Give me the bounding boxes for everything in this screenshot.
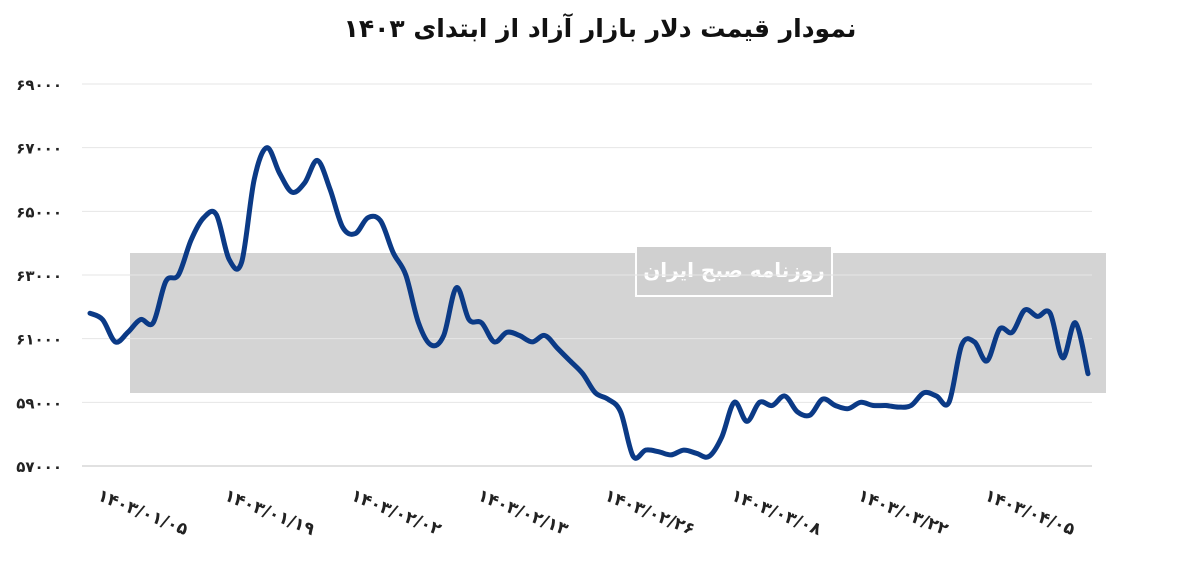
chart-title: نمودار قیمت دلار بازار آزاد از ابتدای ۱۴… (343, 14, 857, 43)
x-tick-label: ۱۴۰۳/۰۳/۲۲ (855, 486, 952, 541)
x-tick-label: ۱۴۰۳/۰۲/۲۶ (601, 486, 697, 540)
x-tick-label: ۱۴۰۳/۰۲/۰۲ (348, 486, 445, 541)
x-tick-label: ۱۴۰۳/۰۲/۱۳ (475, 486, 572, 541)
y-tick-label: ۶۳۰۰۰ (16, 267, 62, 285)
watermark-label: روزنامه صبح ایران (635, 245, 833, 297)
y-tick-label: ۵۹۰۰۰ (16, 394, 62, 412)
x-tick-label: ۱۴۰۳/۰۱/۰۵ (95, 486, 191, 540)
y-axis: ۵۷۰۰۰ ۵۹۰۰۰ ۶۱۰۰۰ ۶۳۰۰۰ ۶۵۰۰۰ ۶۷۰۰۰ ۶۹۰۰۰ (16, 76, 62, 476)
x-axis: ۱۴۰۳/۰۱/۰۵ ۱۴۰۳/۰۱/۱۹ ۱۴۰۳/۰۲/۰۲ ۱۴۰۳/۰۲/۱۳… (95, 486, 1078, 541)
dollar-price-line (87, 145, 1091, 461)
grid-lines (82, 83, 1092, 467)
watermark-text: روزنامه صبح ایران (643, 258, 825, 282)
y-tick-label: ۵۷۰۰۰ (16, 458, 62, 476)
y-tick-label: ۶۵۰۰۰ (16, 203, 62, 221)
x-tick-label: ۱۴۰۳/۰۴/۰۵ (982, 486, 1078, 540)
watermark-band (130, 253, 1106, 393)
y-tick-label: ۶۷۰۰۰ (16, 140, 62, 158)
x-tick-label: ۱۴۰۳/۰۳/۰۸ (728, 486, 825, 541)
series-group (87, 145, 1091, 461)
y-tick-label: ۶۱۰۰۰ (16, 331, 62, 349)
x-tick-label: ۱۴۰۳/۰۱/۱۹ (221, 486, 318, 541)
y-tick-label: ۶۹۰۰۰ (16, 76, 62, 94)
